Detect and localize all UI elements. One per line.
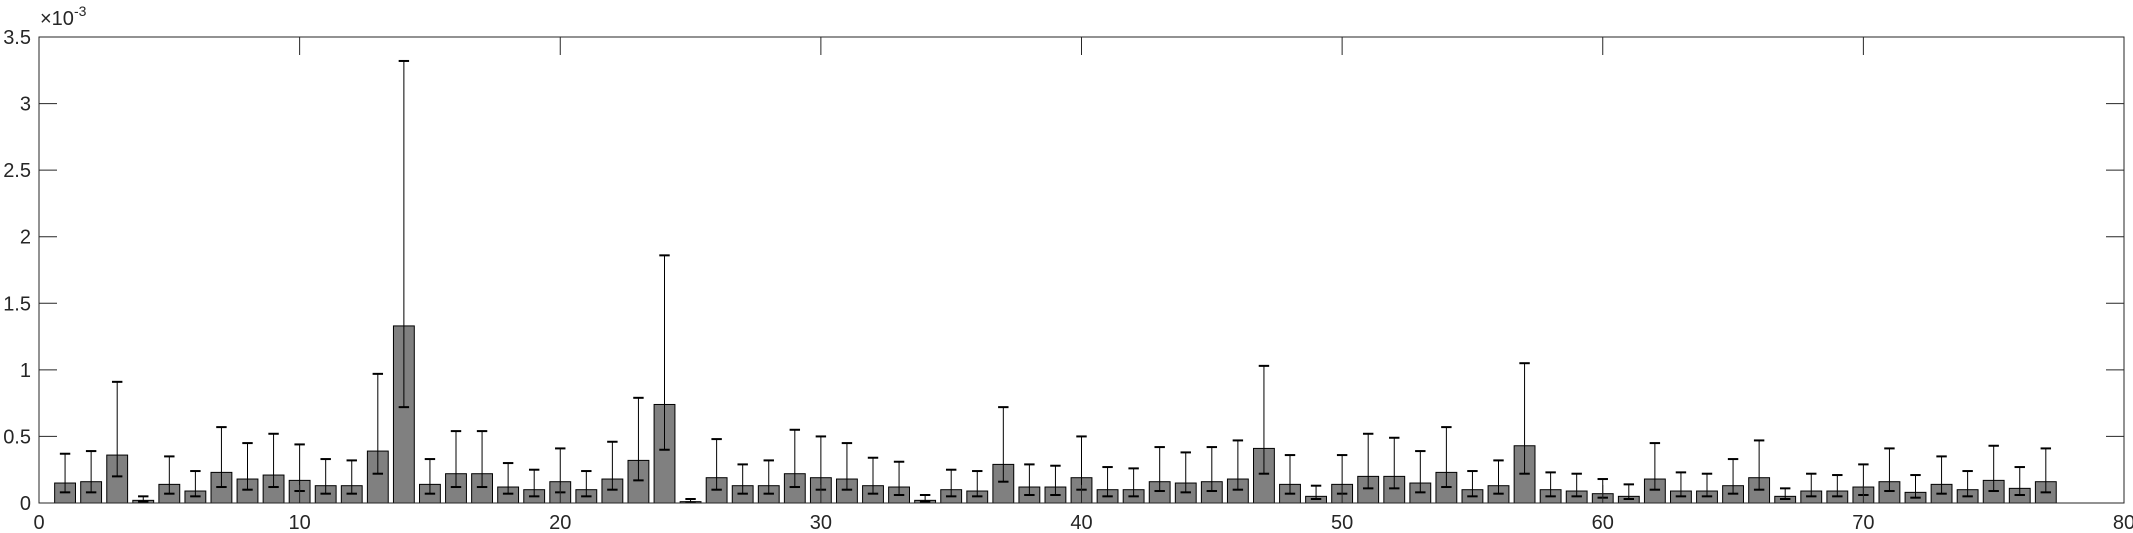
error-bar [998, 406, 1009, 483]
error-bar [841, 442, 853, 491]
error-bar [268, 432, 279, 489]
error-bar [1884, 447, 1895, 493]
y-tick-label: 0 [20, 493, 31, 515]
error-bar [789, 428, 801, 489]
error-bar [1389, 436, 1400, 490]
x-tick-label: 30 [810, 512, 832, 533]
error-bar [867, 456, 879, 495]
error-bar [945, 468, 957, 498]
error-bar [1284, 454, 1296, 495]
error-bar [1727, 458, 1739, 495]
y-exponent-label: ×10-3 [40, 3, 87, 30]
error-bar [450, 430, 462, 489]
error-bar [216, 426, 227, 489]
error-bar [659, 254, 670, 451]
error-bar [59, 452, 71, 494]
error-bar [1779, 487, 1791, 501]
error-bar [1962, 470, 1973, 498]
y-tick-label: 0.5 [3, 426, 31, 448]
error-bar [763, 459, 774, 495]
x-tick-label: 10 [289, 512, 311, 533]
bars-group [54, 325, 2057, 504]
error-bar [1623, 483, 1635, 501]
error-bar [1258, 364, 1270, 475]
error-bar [972, 470, 983, 498]
error-bar [1571, 472, 1582, 498]
error-bar [476, 430, 488, 489]
error-bar [633, 396, 644, 482]
error-bar [1701, 472, 1713, 498]
error-bar [737, 463, 748, 495]
error-bar [138, 495, 149, 503]
y-exponent-power: -3 [74, 3, 87, 19]
error-bar [1206, 446, 1218, 493]
error-bar [242, 442, 253, 491]
x-tick-label: 60 [1592, 512, 1614, 533]
x-axis: 0 10 20 30 40 50 60 70 80 [33, 37, 2133, 533]
error-bar [711, 438, 722, 491]
error-bar [320, 458, 331, 495]
error-bar [1545, 471, 1556, 498]
error-bar [1050, 464, 1061, 497]
error-bar [1415, 450, 1426, 494]
error-bar [1519, 362, 1530, 475]
error-bar [1102, 466, 1113, 498]
error-bar [190, 470, 201, 498]
plot-area [39, 37, 2124, 503]
error-bar [1024, 463, 1035, 497]
error-bar [1232, 439, 1244, 491]
x-tick-label: 50 [1331, 512, 1353, 533]
error-bar [111, 380, 123, 478]
x-tick-label: 20 [549, 512, 571, 533]
y-axis: 0 0.5 1 1.5 2 2.5 3 3.5 [3, 27, 2124, 515]
error-bar [1910, 474, 1921, 499]
error-bar [1936, 455, 1947, 495]
error-bar [1675, 471, 1687, 498]
error-bar [1310, 484, 1322, 501]
x-tick-label: 40 [1070, 512, 1092, 533]
error-bar [685, 498, 696, 504]
error-bar [893, 460, 905, 497]
x-tick-label: 80 [2113, 512, 2133, 533]
error-bar [164, 455, 175, 495]
error-bar [1493, 459, 1504, 495]
y-exponent-base: ×10 [40, 8, 74, 30]
y-tick-label: 2 [20, 227, 31, 249]
error-bar [1988, 444, 1999, 493]
error-bar [502, 462, 514, 495]
error-bar [1753, 439, 1765, 491]
error-bar [2040, 447, 2052, 494]
error-bar [607, 440, 618, 491]
error-bar [528, 468, 540, 498]
y-tick-label: 1.5 [3, 293, 31, 315]
error-bar [2014, 466, 2025, 497]
error-bar [346, 459, 357, 495]
error-bars-group [59, 59, 2052, 504]
error-bar [424, 458, 436, 495]
error-bar [85, 450, 97, 494]
error-bar [398, 59, 410, 409]
y-tick-label: 3.5 [3, 27, 31, 49]
error-bar [1128, 467, 1139, 498]
x-tick-label: 70 [1852, 512, 1874, 533]
error-bar [1806, 472, 1817, 498]
error-bar [372, 372, 384, 475]
y-tick-label: 3 [20, 94, 31, 116]
error-bar [1441, 426, 1452, 489]
error-bar [919, 494, 931, 503]
error-bar [1154, 446, 1165, 493]
x-tick-label: 0 [33, 512, 44, 533]
error-bar [1180, 451, 1191, 494]
error-bar [1362, 432, 1374, 490]
error-bar [1467, 470, 1478, 498]
error-bar [1649, 442, 1661, 491]
y-tick-label: 1 [20, 360, 31, 382]
error-bar [581, 470, 592, 498]
y-tick-label: 2.5 [3, 160, 31, 182]
error-bar [1832, 474, 1843, 498]
